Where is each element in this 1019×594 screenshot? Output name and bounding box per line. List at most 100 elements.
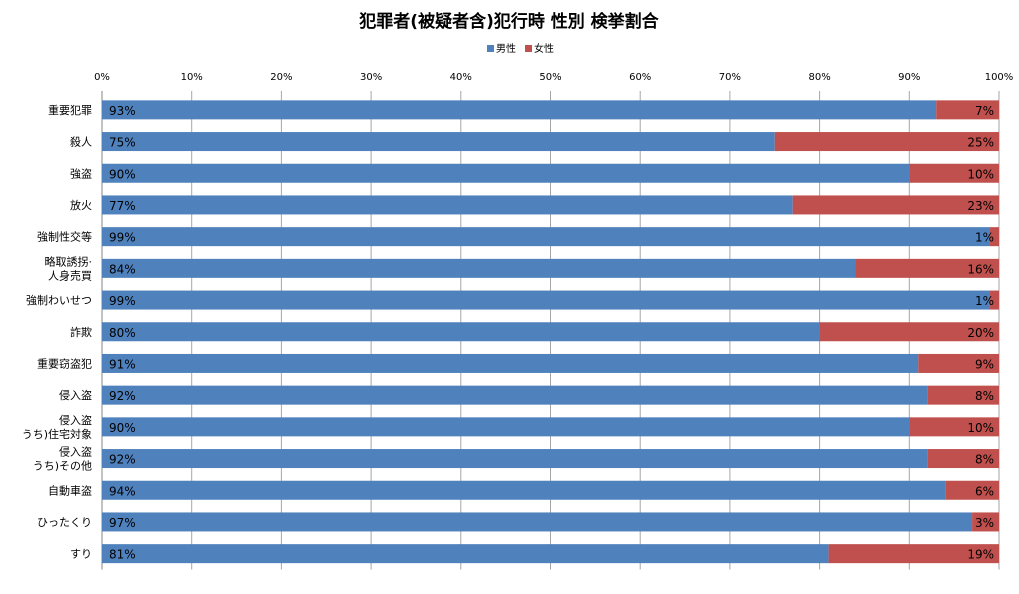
category-label: 放火 <box>70 198 92 212</box>
bar-segment-male <box>102 322 820 342</box>
data-label-male: 97% <box>109 516 136 530</box>
category-label-line: 略取誘拐· <box>45 254 93 268</box>
category-label: 侵入盗 <box>59 389 92 402</box>
bar-segment-male <box>102 385 928 405</box>
x-tick-label: 50% <box>539 72 561 83</box>
bars: 93% 7% 75% 25% 90% 10% 77% 23% 99% 1% 84% 16% 99% 1% 8… <box>102 100 999 564</box>
bar-segment-male <box>102 512 973 532</box>
x-tick-label: 20% <box>270 72 292 83</box>
data-label-female: 8% <box>975 389 994 403</box>
data-label-male: 81% <box>109 548 136 562</box>
data-label-female: 25% <box>967 136 994 150</box>
data-label-female: 1% <box>975 231 994 245</box>
category-label-line: うち)その他 <box>33 460 92 473</box>
legend-swatch-male <box>487 45 494 52</box>
bar-segment-female <box>792 195 999 215</box>
data-label-male: 99% <box>109 294 136 308</box>
category-label-line: 人身売買 <box>48 268 92 282</box>
category-label: 侵入盗うち)住宅対象 <box>22 414 92 441</box>
category-label: 重要窃盗犯 <box>37 356 92 370</box>
category-label-line: うち)住宅対象 <box>22 427 92 441</box>
bar-segment-female <box>990 227 999 247</box>
data-label-male: 80% <box>109 326 136 340</box>
category-label: 強制性交等 <box>37 230 92 244</box>
bar-segment-male <box>102 544 829 564</box>
data-label-female: 3% <box>975 516 994 530</box>
data-label-male: 94% <box>109 484 136 498</box>
category-label: 強制わいせつ <box>26 294 92 307</box>
data-label-male: 99% <box>109 231 136 245</box>
x-tick-label: 100% <box>985 72 1014 83</box>
data-label-female: 20% <box>967 326 994 340</box>
data-label-male: 93% <box>109 104 136 118</box>
bar-segment-male <box>102 417 910 437</box>
bar-segment-female <box>945 480 999 500</box>
category-label-line: 侵入盗 <box>59 414 92 427</box>
data-label-female: 10% <box>967 167 994 181</box>
chart-title: 犯罪者(被疑者含)犯行時 性別 検挙割合 <box>358 11 659 32</box>
x-tick-label: 70% <box>719 72 741 83</box>
x-tick-label: 90% <box>898 72 920 83</box>
category-label: 詐欺 <box>70 325 92 339</box>
bar-segment-female <box>774 132 999 152</box>
data-label-male: 91% <box>109 357 136 371</box>
bar-segment-female <box>828 544 999 564</box>
bar-segment-male <box>102 132 775 152</box>
legend-label-male: 男性 <box>496 42 516 55</box>
bar-segment-female <box>909 417 999 437</box>
bar-segment-male <box>102 195 793 215</box>
bar-segment-male <box>102 258 856 278</box>
y-axis-labels: 重要犯罪殺人強盗放火強制性交等略取誘拐·人身売買強制わいせつ詐欺重要窃盗犯侵入盗… <box>22 103 92 561</box>
data-label-female: 7% <box>975 104 994 118</box>
bar-segment-female <box>990 290 999 310</box>
category-label: 重要犯罪 <box>48 103 92 117</box>
x-tick-label: 30% <box>360 72 382 83</box>
x-tick-label: 60% <box>629 72 651 83</box>
category-label: 自動車盗 <box>48 483 92 497</box>
data-label-female: 6% <box>975 484 994 498</box>
bar-segment-male <box>102 290 991 310</box>
data-label-female: 23% <box>967 199 994 213</box>
data-label-female: 1% <box>975 294 994 308</box>
legend-swatch-female <box>525 45 532 52</box>
bar-segment-female <box>927 385 999 405</box>
x-tick-label: 40% <box>450 72 472 83</box>
x-tick-label: 10% <box>181 72 203 83</box>
data-label-male: 90% <box>109 421 136 435</box>
category-label: 強盗 <box>70 167 92 180</box>
legend: 男性 女性 <box>487 42 554 55</box>
data-label-male: 84% <box>109 262 136 276</box>
category-label: 侵入盗うち)その他 <box>33 446 92 473</box>
data-label-female: 8% <box>975 453 994 467</box>
data-label-male: 77% <box>109 199 136 213</box>
category-label: すり <box>70 548 92 561</box>
x-axis-ticks: 0% 10% 20% 30% 40% 50% 60% 70% 80% 90% 100% <box>94 72 1013 83</box>
data-label-male: 92% <box>109 389 136 403</box>
category-label: 殺人 <box>70 135 92 149</box>
x-tick-label: 80% <box>808 72 830 83</box>
category-label-line: 侵入盗 <box>59 446 92 459</box>
bar-segment-male <box>102 227 991 247</box>
bar-segment-female <box>909 163 999 183</box>
bar-segment-female <box>819 322 999 342</box>
data-label-female: 16% <box>967 262 994 276</box>
bar-segment-male <box>102 480 946 500</box>
bar-segment-female <box>936 100 999 120</box>
bar-segment-male <box>102 449 928 469</box>
bar-segment-male <box>102 100 937 120</box>
bar-segment-male <box>102 163 910 183</box>
bar-segment-female <box>972 512 999 532</box>
data-label-male: 75% <box>109 136 136 150</box>
data-label-female: 19% <box>967 548 994 562</box>
data-label-female: 10% <box>967 421 994 435</box>
bar-segment-male <box>102 353 919 373</box>
bar-segment-female <box>918 353 999 373</box>
x-tick-label: 0% <box>94 72 110 83</box>
category-label: 略取誘拐·人身売買 <box>45 254 93 282</box>
data-label-female: 9% <box>975 357 994 371</box>
bar-segment-female <box>855 258 999 278</box>
data-label-male: 90% <box>109 167 136 181</box>
bar-segment-female <box>927 449 999 469</box>
